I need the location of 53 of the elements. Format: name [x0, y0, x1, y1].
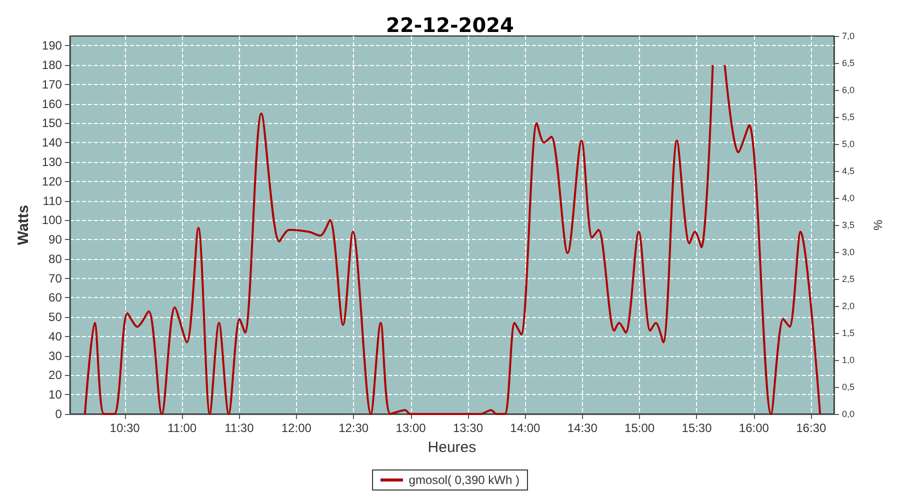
y-tick-label: 120	[42, 174, 62, 188]
x-tick-label: 16:00	[738, 421, 770, 435]
y-tick-label: 50	[48, 310, 62, 324]
y2-tick-label: 5,0	[842, 139, 855, 149]
y-tick-label: 190	[42, 38, 62, 53]
y-tick-label: 30	[48, 348, 62, 363]
y-tick-label: 70	[48, 271, 62, 286]
y2-tick-label: 1,0	[842, 355, 855, 365]
y2-tick-label: 3,0	[842, 247, 855, 257]
y-tick-label: 140	[42, 136, 62, 150]
y-tick-label: 80	[48, 252, 62, 266]
y-tick-label: 160	[42, 96, 62, 111]
y-tick-label: 100	[42, 213, 62, 228]
y-tick-label: 60	[48, 290, 62, 305]
x-tick-label: 15:00	[624, 421, 655, 435]
y-tick-label: 0	[55, 407, 62, 421]
x-axis-title: Heures	[428, 439, 476, 456]
y-tick-label: 170	[42, 77, 62, 92]
y2-tick-label: 4,5	[842, 166, 855, 176]
x-tick-label: 11:30	[224, 421, 254, 435]
x-tick-label: 14:30	[567, 421, 598, 435]
y-axis-title: Watts	[15, 204, 32, 246]
x-tick-label: 16:30	[796, 421, 826, 435]
x-tick-label: 15:30	[682, 421, 712, 435]
x-tick-label: 13:30	[452, 421, 484, 435]
y-tick-label: 110	[42, 194, 62, 208]
y2-tick-label: 5,5	[842, 112, 855, 122]
y-tick-label: 150	[42, 116, 62, 130]
y-tick-label: 20	[48, 368, 62, 382]
x-tick-label: 13:00	[396, 421, 426, 435]
x-tick-label: 10:30	[110, 421, 140, 435]
x-tick-label: 12:30	[338, 421, 369, 435]
legend-label: gmosol( 0,390 kWh )	[408, 473, 520, 487]
y2-tick-label: 6,0	[842, 85, 855, 95]
y2-tick-label: 1,5	[842, 328, 855, 338]
y2-tick-label: 4,0	[842, 193, 855, 203]
chart-title: 22-12-2024	[386, 13, 514, 37]
y-tick-label: 90	[48, 232, 62, 247]
y-tick-label: 10	[48, 388, 62, 402]
y-tick-label: 40	[48, 329, 62, 344]
y2-tick-label: 0,5	[842, 382, 855, 392]
x-tick-label: 11:00	[167, 421, 197, 435]
y2-tick-label: 6,5	[842, 58, 855, 68]
x-tick-label: 12:00	[281, 421, 312, 435]
x-tick-label: 14:00	[510, 421, 541, 435]
y2-tick-label: 2,5	[842, 274, 855, 284]
y2-axis-title: %	[871, 219, 885, 230]
y-tick-label: 180	[42, 58, 62, 72]
y2-tick-label: 3,5	[842, 220, 855, 230]
y2-tick-label: 2,0	[842, 301, 855, 311]
y-tick-label: 130	[42, 155, 62, 169]
y2-tick-label: 0,0	[842, 409, 855, 419]
y2-tick-label: 7,0	[842, 31, 855, 41]
